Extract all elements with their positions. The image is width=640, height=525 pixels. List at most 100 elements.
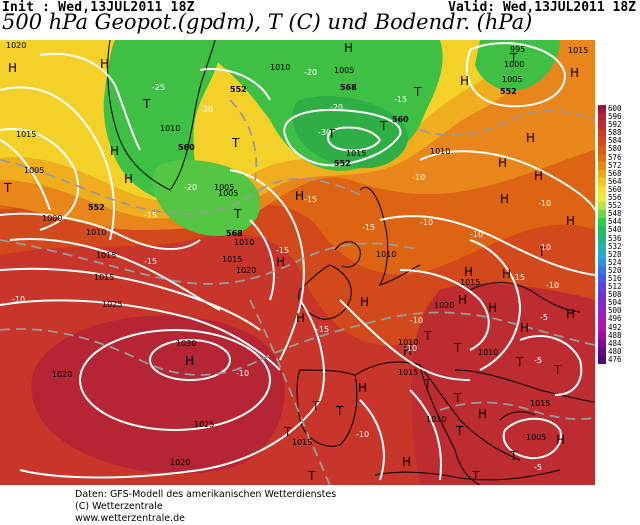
legend-row: 540 [598, 225, 640, 235]
legend-swatch [598, 129, 606, 138]
legend-row: 496 [598, 314, 640, 324]
legend-label: 528 [608, 249, 622, 259]
legend-label: 580 [608, 144, 622, 154]
low-marker: T [509, 51, 518, 65]
isobar-label: 1020 [236, 266, 256, 275]
low-marker: T [453, 341, 462, 355]
high-marker: H [403, 344, 412, 358]
legend-label: 524 [608, 257, 622, 267]
map-canvas: H H H H H H H H H H H H H H H H H H H H … [0, 40, 595, 485]
temp-label: -20 [184, 183, 197, 192]
legend-swatch [598, 145, 606, 154]
high-marker: H [110, 144, 119, 158]
temp-label: -10 [412, 173, 425, 182]
legend-label: 500 [608, 306, 622, 316]
isobar-label: 1015 [292, 438, 312, 447]
temp-label: -15 [276, 246, 289, 255]
high-marker: H [344, 41, 353, 55]
high-marker: H [185, 354, 194, 368]
temperature-labels: -25 -20 -20 -20 -30 -15 -20 -15 -15 -10 … [12, 68, 559, 472]
legend-row: 500 [598, 306, 640, 316]
isobar-labels: 1020 1015 1000 1005 1010 1015 1010 1005 … [6, 41, 588, 467]
legend-swatch [598, 307, 606, 316]
low-marker: T [335, 404, 344, 418]
isobar-label: 1015 [96, 251, 116, 260]
temp-label: -15 [304, 195, 317, 204]
low-marker: T [307, 469, 316, 483]
legend-row: 512 [598, 282, 640, 292]
geopot-label: 552 [88, 203, 105, 212]
legend-swatch [598, 153, 606, 162]
fill-low-atlantic [152, 160, 261, 236]
temp-label: -10 [470, 230, 483, 239]
low-marker: T [233, 207, 242, 221]
low-marker: T [3, 181, 12, 195]
legend-swatch [598, 315, 606, 324]
isobar-label: 1010 [376, 250, 396, 259]
legend-label: 560 [608, 184, 622, 194]
isobar-label: 1005 [214, 183, 234, 192]
temp-label: -10 [356, 430, 369, 439]
legend-swatch [598, 169, 606, 178]
isobar-label: 1000 [42, 214, 62, 223]
temp-label: -5 [534, 463, 542, 472]
legend-row: 588 [598, 128, 640, 138]
fill-low-ne [475, 40, 560, 91]
isobar-label: 995 [510, 45, 525, 54]
init-time: Init : Wed,13JUL2011 18Z [2, 0, 195, 15]
legend-swatch [598, 177, 606, 186]
legend-row: 580 [598, 144, 640, 154]
legend-label: 592 [608, 120, 622, 130]
legend-swatch [598, 121, 606, 130]
geopot-label: 552 [230, 85, 247, 94]
temp-label: -20 [304, 68, 317, 77]
color-legend: 600 596 592 588 584 580 576 572 568 564 560 556 552 5… [598, 104, 640, 364]
legend-row: 492 [598, 323, 640, 332]
high-marker: H [502, 267, 511, 281]
legend-row: 484 [598, 339, 640, 348]
legend-swatch [598, 323, 606, 332]
legend-label: 480 [608, 346, 622, 356]
legend-swatch [598, 210, 606, 219]
geopot-label: 568 [340, 83, 357, 92]
isobar-label: 1015 [568, 46, 588, 55]
map-title: 500 hPa Geopot.(gpdm), T (C) und Bodendr… [2, 10, 533, 34]
legend-row: 532 [598, 242, 640, 251]
isobar-label: 1005 [334, 66, 354, 75]
legend-row: 524 [598, 257, 640, 267]
temp-label: -15 [316, 325, 329, 334]
legend-label: 568 [608, 168, 622, 178]
temp-label: -10 [236, 369, 249, 378]
legend-swatch [598, 161, 606, 170]
header: Init : Wed,13JUL2011 18Z Valid: Wed,13JU… [0, 0, 640, 46]
isobar-label: 1010 [426, 415, 446, 424]
isobar-label: 1015 [460, 278, 480, 287]
isobar-label: 1020 [434, 301, 454, 310]
geopot-label: 568 [226, 229, 243, 238]
low-marker: T [283, 425, 292, 439]
temp-label: -15 [512, 273, 525, 282]
temp-label: -15 [144, 211, 157, 220]
legend-swatch [598, 226, 606, 235]
legend-swatch [598, 283, 606, 292]
valid-time: Valid: Wed,13JUL2011 18Z [448, 0, 636, 15]
legend-swatch [598, 218, 606, 227]
isobar-label: 1025 [102, 300, 122, 309]
temp-label: -25 [152, 83, 165, 92]
legend-label: 512 [608, 282, 622, 292]
isobar-label: 1005 [502, 75, 522, 84]
legend-swatch [598, 291, 606, 300]
temp-label: -10 [404, 344, 417, 353]
temp-label: -5 [534, 356, 542, 365]
legend-label: 476 [608, 354, 622, 364]
legend-row: 564 [598, 177, 640, 186]
temp-label: -10 [410, 316, 423, 325]
legend-swatch [598, 355, 606, 364]
low-marker: T [423, 329, 432, 343]
legend-swatch [598, 274, 606, 284]
legend-row: 480 [598, 346, 640, 356]
legend-row: 576 [598, 153, 640, 162]
legend-swatch [598, 105, 606, 114]
high-marker: H [488, 301, 497, 315]
legend-label: 520 [608, 265, 622, 275]
